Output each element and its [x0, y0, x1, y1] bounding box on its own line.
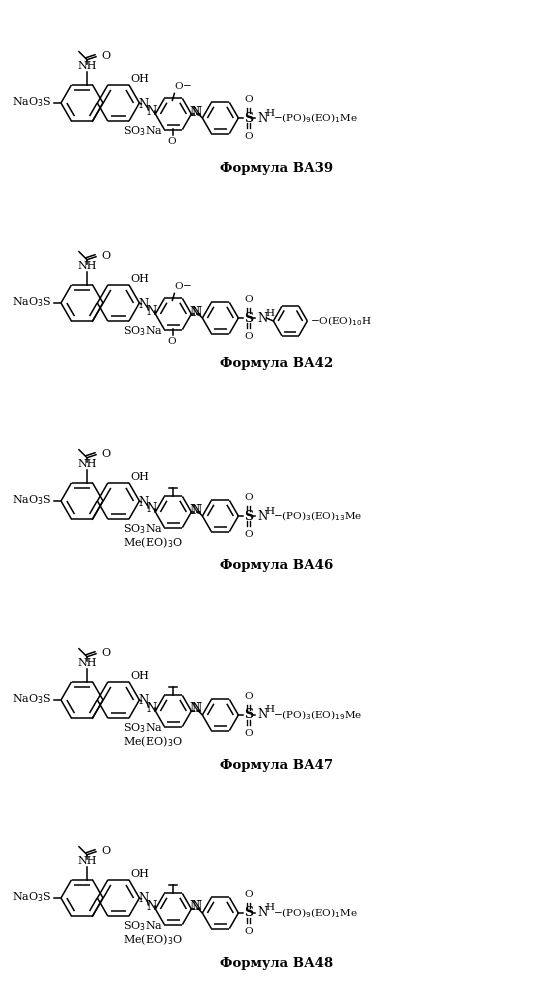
Text: Формула ВА47: Формула ВА47	[220, 758, 334, 771]
Text: $-$(PO)$_9$(EO)$_1$Me: $-$(PO)$_9$(EO)$_1$Me	[274, 111, 358, 125]
Text: Me(EO)$_3$O: Me(EO)$_3$O	[123, 932, 183, 947]
Text: $-$(PO)$_9$(EO)$_1$Me: $-$(PO)$_9$(EO)$_1$Me	[274, 906, 358, 920]
Text: O: O	[244, 927, 253, 936]
Text: N: N	[147, 899, 157, 912]
Text: N: N	[191, 703, 201, 716]
Text: N: N	[147, 304, 157, 317]
Text: NaO$_3$S: NaO$_3$S	[12, 95, 52, 109]
Text: H: H	[265, 109, 274, 118]
Text: N: N	[147, 105, 157, 118]
Text: S: S	[244, 510, 253, 523]
Text: H: H	[265, 507, 274, 516]
Text: OH: OH	[131, 273, 150, 283]
Text: O: O	[244, 729, 253, 738]
Text: NH: NH	[77, 658, 97, 668]
Text: S: S	[244, 112, 253, 125]
Text: Me(EO)$_3$O: Me(EO)$_3$O	[123, 735, 183, 748]
Text: N: N	[147, 503, 157, 516]
Text: O: O	[101, 51, 110, 61]
Text: SO$_3$Na: SO$_3$Na	[123, 324, 164, 338]
Text: N: N	[138, 495, 149, 509]
Text: $-$(PO)$_3$(EO)$_{13}$Me: $-$(PO)$_3$(EO)$_{13}$Me	[274, 509, 363, 523]
Text: H: H	[265, 706, 274, 715]
Text: OH: OH	[131, 472, 150, 482]
Text: N: N	[258, 311, 268, 324]
Text: O: O	[244, 132, 253, 141]
Text: O: O	[244, 530, 253, 539]
Text: OH: OH	[131, 671, 150, 681]
Text: Формула ВА48: Формула ВА48	[220, 956, 334, 969]
Text: N: N	[138, 98, 149, 111]
Text: O$-$: O$-$	[174, 81, 193, 92]
Text: N: N	[191, 305, 201, 318]
Text: N: N	[189, 703, 199, 716]
Text: O: O	[167, 336, 176, 345]
Text: Me(EO)$_3$O: Me(EO)$_3$O	[123, 535, 183, 550]
Text: $\mathbf{}$: $\mathbf{}$	[173, 484, 175, 488]
Text: S: S	[244, 311, 253, 324]
Text: Формула ВА46: Формула ВА46	[220, 560, 334, 573]
Text: N: N	[191, 106, 201, 119]
Text: SO$_3$Na: SO$_3$Na	[123, 522, 164, 536]
Text: O: O	[244, 493, 253, 502]
Text: O: O	[244, 332, 253, 341]
Text: NaO$_3$S: NaO$_3$S	[12, 493, 52, 507]
Text: NaO$_3$S: NaO$_3$S	[12, 692, 52, 706]
Text: Формула ВА42: Формула ВА42	[220, 356, 334, 369]
Text: N: N	[191, 900, 201, 913]
Text: OH: OH	[131, 74, 150, 84]
Text: S: S	[244, 709, 253, 722]
Text: N: N	[189, 900, 199, 913]
Text: N: N	[189, 106, 199, 119]
Text: NaO$_3$S: NaO$_3$S	[12, 890, 52, 904]
Text: $\mathbf{}$: $\mathbf{}$	[173, 881, 175, 885]
Text: O: O	[101, 648, 110, 658]
Text: NH: NH	[77, 260, 97, 270]
Text: OH: OH	[131, 869, 150, 879]
Text: NH: NH	[77, 459, 97, 469]
Text: N: N	[191, 504, 201, 517]
Text: O: O	[244, 692, 253, 701]
Text: N: N	[189, 504, 199, 517]
Text: $-$(PO)$_3$(EO)$_{19}$Me: $-$(PO)$_3$(EO)$_{19}$Me	[274, 709, 363, 722]
Text: Формула ВА39: Формула ВА39	[220, 162, 334, 175]
Text: N: N	[258, 906, 268, 919]
Text: SO$_3$Na: SO$_3$Na	[123, 919, 164, 933]
Text: O: O	[244, 295, 253, 304]
Text: N: N	[258, 112, 268, 125]
Text: H: H	[265, 903, 274, 912]
Text: H: H	[265, 308, 274, 317]
Text: $\mathbf{}$: $\mathbf{}$	[173, 684, 175, 688]
Text: O: O	[167, 137, 176, 146]
Text: O: O	[101, 449, 110, 459]
Text: NH: NH	[77, 855, 97, 865]
Text: N: N	[147, 702, 157, 715]
Text: S: S	[244, 906, 253, 919]
Text: O: O	[101, 845, 110, 855]
Text: N: N	[138, 892, 149, 905]
Text: O: O	[101, 250, 110, 260]
Text: N: N	[258, 510, 268, 523]
Text: NaO$_3$S: NaO$_3$S	[12, 295, 52, 309]
Text: O: O	[244, 890, 253, 899]
Text: N: N	[258, 709, 268, 722]
Text: SO$_3$Na: SO$_3$Na	[123, 125, 164, 138]
Text: N: N	[138, 297, 149, 310]
Text: $-$O(EO)$_{10}$H: $-$O(EO)$_{10}$H	[310, 314, 372, 327]
Text: O$-$: O$-$	[174, 280, 193, 291]
Text: N: N	[138, 695, 149, 708]
Text: SO$_3$Na: SO$_3$Na	[123, 722, 164, 736]
Text: NH: NH	[77, 61, 97, 71]
Text: N: N	[189, 305, 199, 318]
Text: O: O	[244, 95, 253, 104]
